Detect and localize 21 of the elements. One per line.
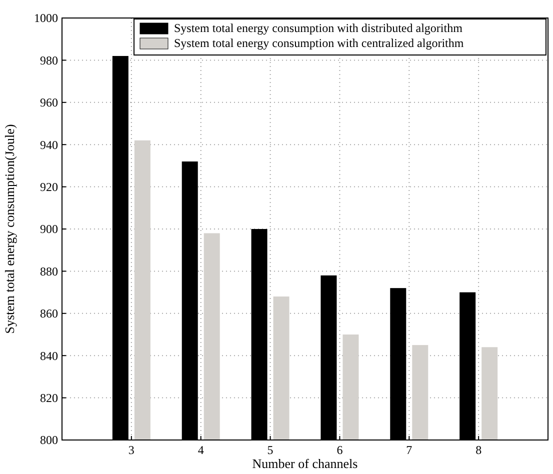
y-tick-label: 960 [40, 96, 58, 110]
x-tick-label: 8 [476, 443, 482, 457]
legend-label: System total energy consumption with distributed algorithm [174, 21, 464, 35]
x-tick-label: 6 [336, 443, 343, 457]
y-tick-label: 920 [40, 180, 58, 194]
y-tick-label: 940 [40, 138, 58, 152]
y-tick-label: 1000 [34, 11, 58, 26]
y-tick-label: 820 [40, 391, 58, 405]
y-tick-label: 880 [40, 264, 58, 278]
y-tick-label: 800 [40, 433, 58, 448]
x-tick-label: 3 [128, 443, 134, 457]
y-tick-label: 860 [40, 306, 58, 321]
y-tick-label: 840 [40, 348, 58, 363]
y-tick-label: 900 [40, 222, 58, 236]
x-tick-label: 4 [198, 443, 204, 457]
legend-label: System total energy consumption with centralized algorithm [174, 36, 464, 50]
y-tick-label: 980 [40, 53, 58, 68]
y-axis-title: System total energy consumption(Joule) [2, 124, 17, 334]
x-tick-label: 5 [267, 443, 274, 457]
x-tick-label: 7 [406, 443, 412, 457]
x-axis-title: Number of channels [252, 456, 358, 471]
